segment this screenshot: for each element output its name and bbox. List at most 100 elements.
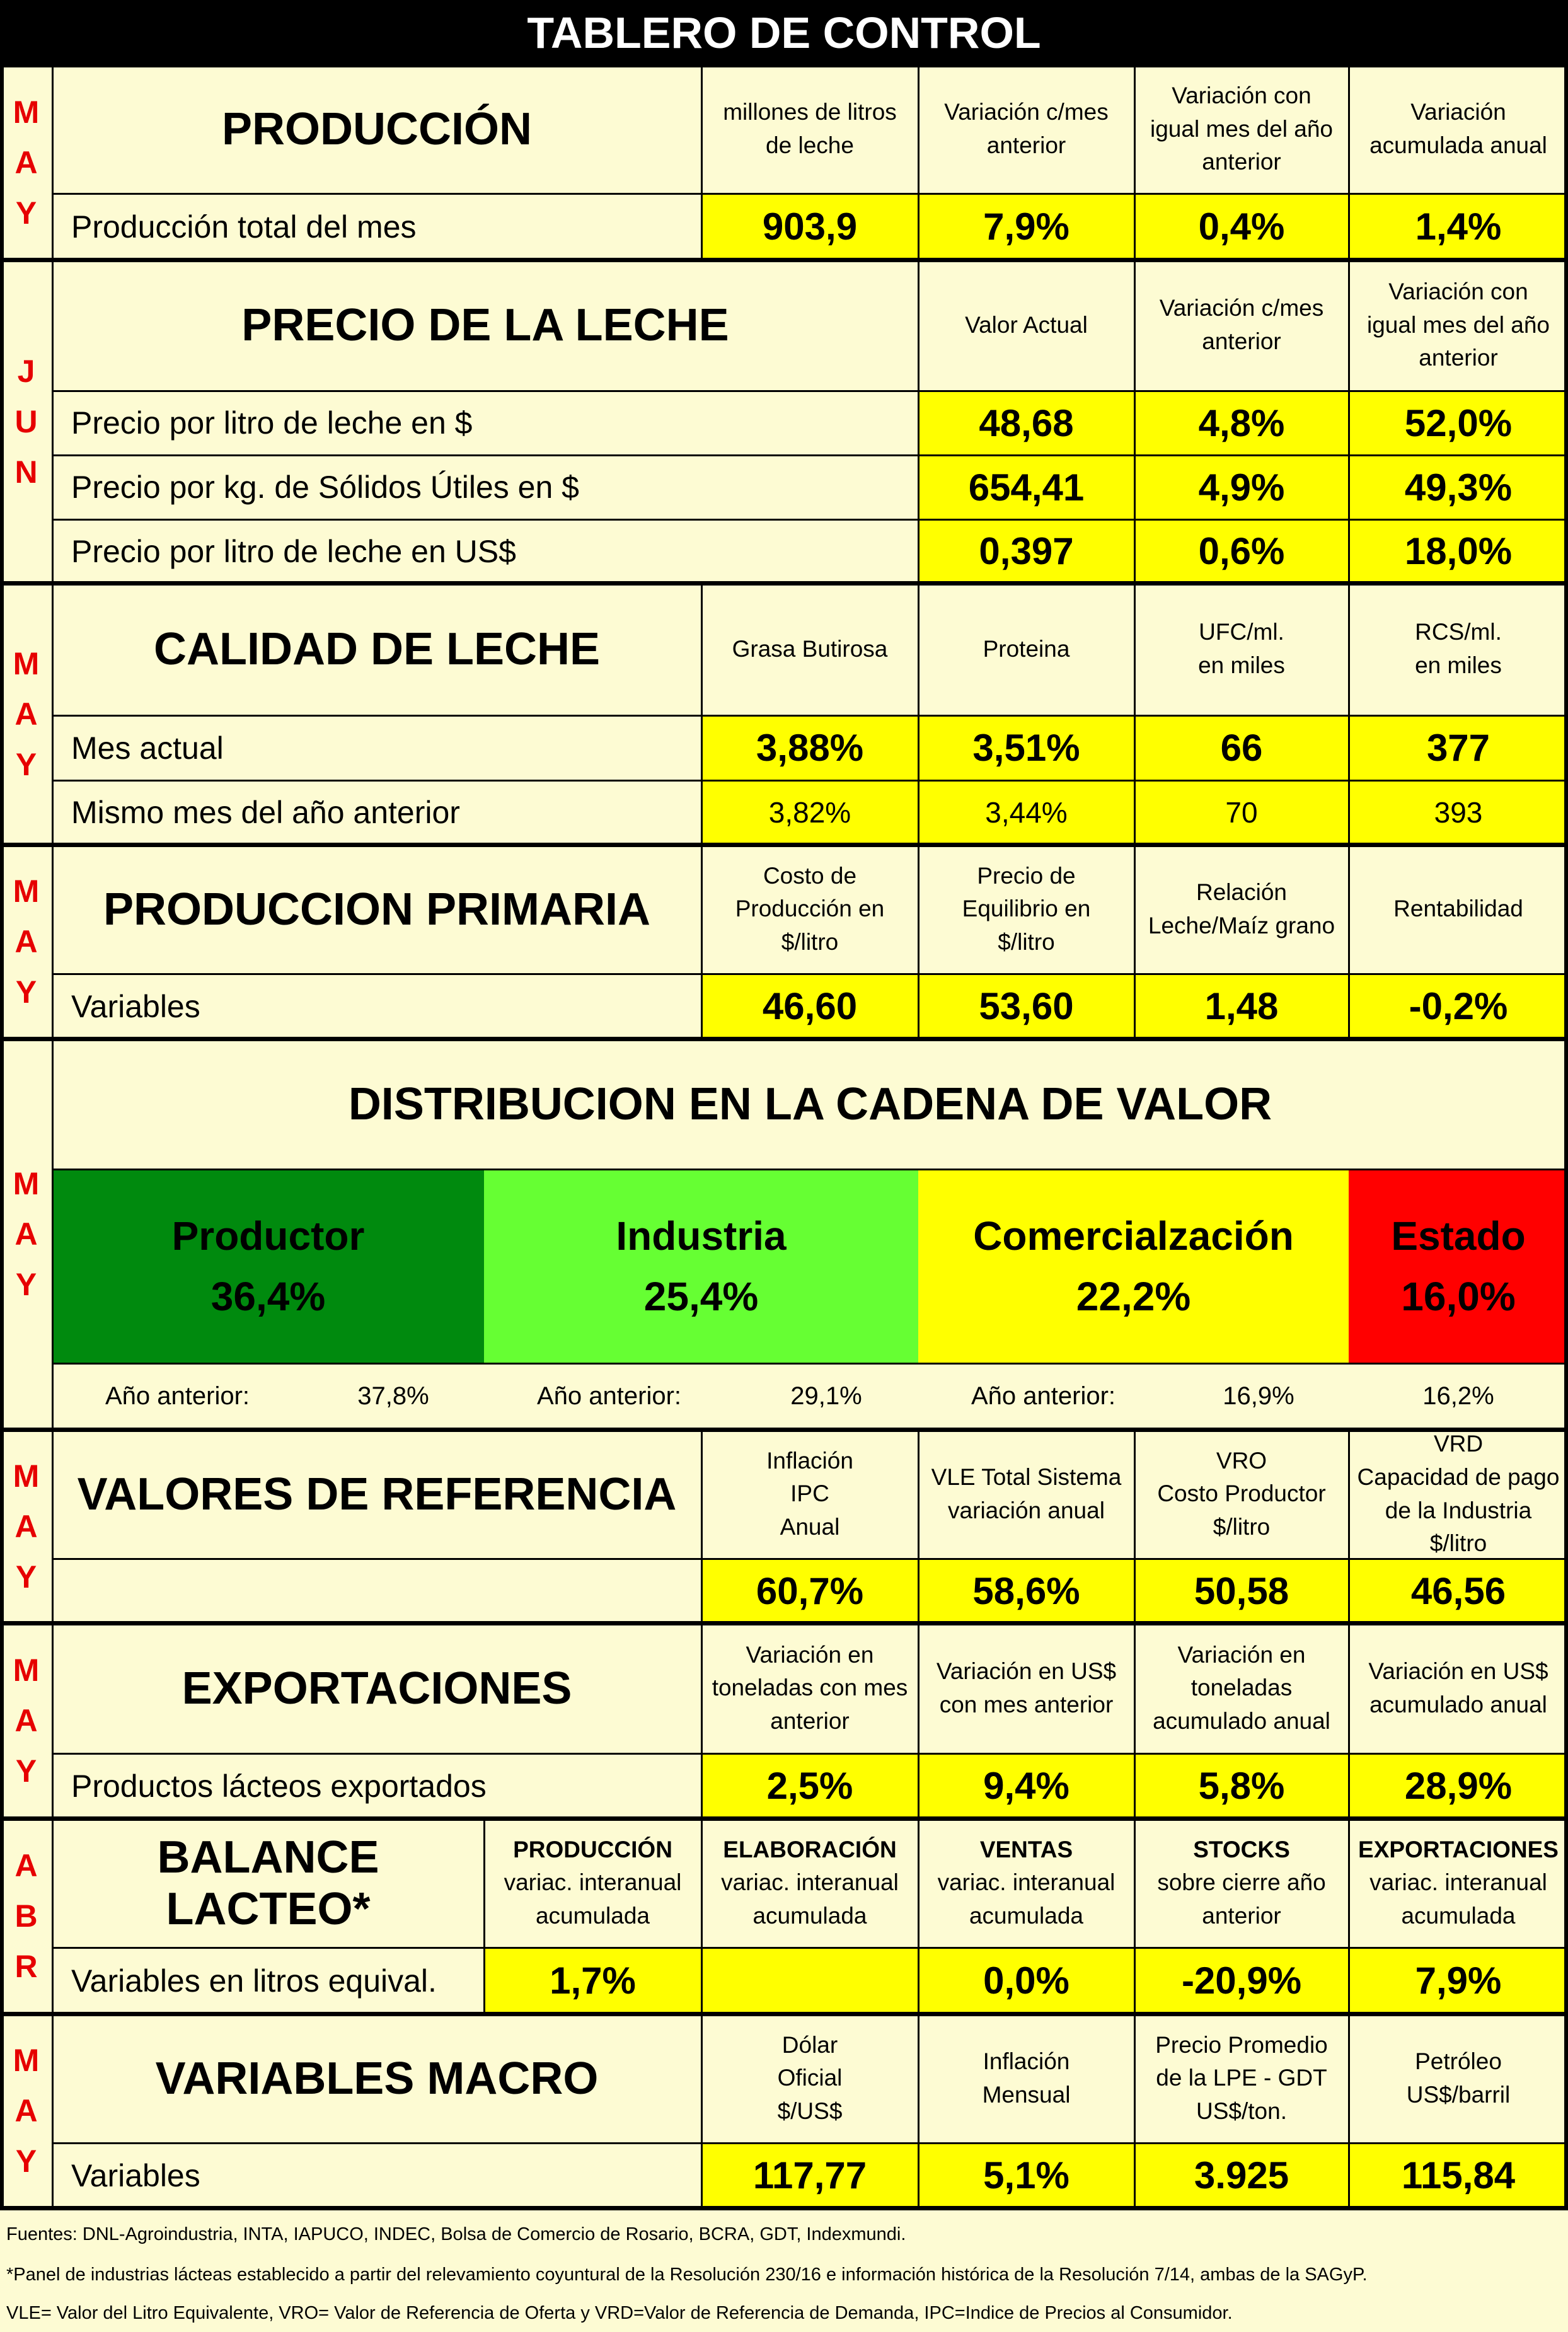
month-letter: M — [13, 1166, 40, 1201]
grid-line — [52, 1557, 1568, 1560]
column-header: ELABORACIÓN variac. interanual acumulada — [701, 1818, 918, 1948]
column-header-title: STOCKS — [1193, 1836, 1290, 1862]
value-cell: 58,6% — [918, 1559, 1134, 1623]
month-letter: A — [14, 1508, 38, 1544]
grid-line — [917, 2014, 919, 2208]
value-cell — [701, 1948, 918, 2014]
column-header: Rentabilidad — [1349, 845, 1568, 974]
section-title-referencia: VALORES DE REFERENCIA — [52, 1429, 701, 1559]
section-title-macro: VARIABLES MACRO — [52, 2014, 701, 2143]
value-cell: 48,68 — [918, 391, 1134, 455]
grid-line — [52, 779, 1568, 782]
column-header: Relación Leche/Maíz grano — [1134, 845, 1349, 974]
previous-year-value: 16,2% — [1422, 1382, 1494, 1410]
section-title-balance: BALANCE LACTEO* — [52, 1818, 484, 1948]
value-cell: 7,9% — [1349, 1948, 1568, 2014]
value-cell: 66 — [1134, 715, 1349, 780]
month-letter: M — [13, 874, 40, 909]
value-cell: 49,3% — [1349, 455, 1568, 519]
grid-line — [917, 1429, 919, 1818]
value-cell: 903,9 — [701, 193, 918, 260]
column-header-subtitle: sobre cierre año anterior — [1157, 1869, 1326, 1929]
column-header: Grasa Butirosa — [701, 583, 918, 715]
footnote: *Panel de industrias lácteas establecido… — [0, 2255, 1568, 2294]
value-cell: 5,8% — [1134, 1753, 1349, 1818]
value-cell: 0,0% — [918, 1948, 1134, 2014]
column-header: VRD Capacidad de pago de la Industria $/… — [1349, 1429, 1568, 1559]
column-header: Variación c/mes anterior — [918, 65, 1134, 193]
row-label: Productos lácteos exportados — [52, 1753, 701, 1818]
month-letter: A — [14, 1703, 38, 1738]
section-title-distribucion: DISTRIBUCION EN LA CADENA DE VALOR — [52, 1039, 1568, 1169]
page-title: TABLERO DE CONTROL — [0, 0, 1568, 65]
row-label: Variables — [52, 2143, 701, 2208]
value-cell: -0,2% — [1349, 974, 1568, 1039]
column-header-subtitle: variac. interanual acumulada — [937, 1869, 1115, 1929]
value-cell: 393 — [1349, 780, 1568, 845]
value-cell: 0,4% — [1134, 193, 1349, 260]
month-letter: U — [14, 403, 38, 439]
grid-line — [52, 390, 1568, 392]
previous-year-label: Año anterior: — [105, 1382, 250, 1410]
value-cell: 377 — [1349, 715, 1568, 780]
distribution-value: 22,2% — [1076, 1274, 1191, 1319]
column-header: Variación con igual mes del año anterior — [1349, 260, 1568, 391]
value-cell: 1,4% — [1349, 193, 1568, 260]
grid-line — [1133, 583, 1136, 1039]
column-header: Inflación Mensual — [918, 2014, 1134, 2143]
column-header: EXPORTACIONES variac. interanual acumulad… — [1349, 1818, 1568, 1948]
footnote: Fuentes: DNL-Agroindustria, INTA, IAPUCO… — [0, 2214, 1568, 2255]
grid-line — [52, 1362, 1568, 1365]
month-letter: M — [13, 1458, 40, 1494]
section-title-precio: PRECIO DE LA LECHE — [52, 260, 918, 391]
column-header: Variación acumulada anual — [1349, 65, 1568, 193]
grid-line — [0, 842, 1568, 847]
grid-line — [52, 454, 1568, 456]
month-letter: M — [13, 645, 40, 681]
grid-line — [700, 2014, 703, 2208]
section-title-produccion: PRODUCCIÓN — [52, 65, 701, 193]
month-letter: A — [14, 924, 38, 959]
grid-line — [52, 973, 1568, 975]
grid-line — [1133, 1429, 1136, 1818]
grid-line — [52, 714, 1568, 717]
value-cell: 1,7% — [484, 1948, 701, 2014]
column-header: Dólar Oficial $/US$ — [701, 2014, 918, 2143]
value-cell: 52,0% — [1349, 391, 1568, 455]
grid-line — [917, 583, 919, 1039]
month-letter: M — [13, 2043, 40, 2078]
column-header-title: VENTAS — [979, 1836, 1073, 1862]
grid-line — [52, 518, 1568, 521]
grid-line — [1133, 2014, 1136, 2208]
section-title-primaria: PRODUCCION PRIMARIA — [52, 845, 701, 974]
column-header: PRODUCCIÓN variac. interanual acumulada — [484, 1818, 701, 1948]
grid-line — [52, 2142, 1568, 2144]
grid-line — [0, 257, 1568, 262]
column-header: Costo de Producción en $/litro — [701, 845, 918, 974]
grid-line — [51, 65, 54, 2208]
grid-line — [0, 1427, 1568, 1432]
distribution-box: Productor 36,4% — [52, 1169, 484, 1363]
month-letter: A — [14, 1216, 38, 1252]
grid-line — [1347, 1818, 1350, 2014]
column-header: UFC/ml. en miles — [1134, 583, 1349, 715]
column-header: Valor Actual — [918, 260, 1134, 391]
column-header: Proteina — [918, 583, 1134, 715]
footnote: VLE= Valor del Litro Equivalente, VRO= V… — [0, 2294, 1568, 2332]
column-header: Inflación IPC Anual — [701, 1429, 918, 1559]
section-title-calidad: CALIDAD DE LECHE — [52, 583, 701, 715]
month-letter: R — [14, 1949, 38, 1984]
previous-year-row — [52, 1363, 1568, 1429]
previous-year-label: Año anterior: — [971, 1382, 1116, 1410]
row-label: Precio por litro de leche en $ — [52, 391, 918, 455]
previous-year-label: Año anterior: — [536, 1382, 682, 1410]
value-cell: 9,4% — [918, 1753, 1134, 1818]
grid-line — [52, 1946, 1568, 1949]
grid-line — [1347, 1429, 1350, 1818]
row-label: Precio por litro de leche en US$ — [52, 519, 918, 583]
